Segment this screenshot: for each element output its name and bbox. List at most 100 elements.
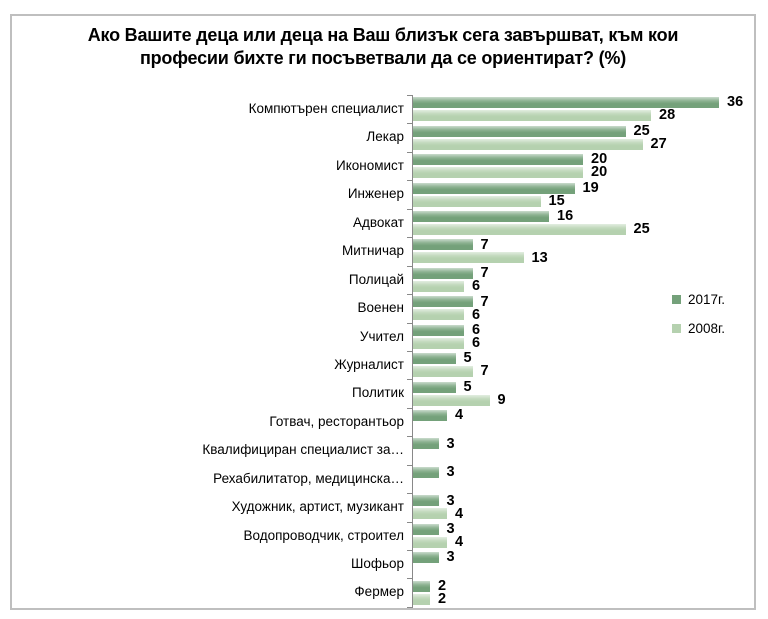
category-label: Икономист <box>336 157 404 173</box>
value-label: 36 <box>727 94 744 111</box>
value-label: 27 <box>650 135 667 152</box>
value-label: 25 <box>633 122 650 139</box>
bar-line-2008: 25 <box>413 222 754 236</box>
value-label: 9 <box>497 391 506 408</box>
value-label: 6 <box>472 334 481 351</box>
bars-area: 36 28 <box>407 94 754 124</box>
bar-line-2008: 15 <box>413 192 754 209</box>
category-label: Квалифициран специалист за… <box>202 442 404 458</box>
bar-2008 <box>413 366 473 378</box>
bar-line-2017: 4 <box>413 408 754 422</box>
bar-2017 <box>413 381 456 393</box>
chart-row: Лекар 25 27 <box>12 122 754 152</box>
bar-2017 <box>413 495 439 507</box>
legend-entry-2008: 2008г. <box>672 321 725 336</box>
bar-line-2017: 6 <box>413 323 754 337</box>
bar-line-2008: 9 <box>413 391 754 408</box>
bar-line-2008: 13 <box>413 251 754 265</box>
bar-line-2017: 3 <box>413 522 754 536</box>
value-label: 7 <box>480 265 489 282</box>
bar-line-2008: 20 <box>413 164 754 181</box>
chart-row: Шофьор 3 <box>12 549 754 579</box>
chart-row: Водопроводчик, строител 3 4 <box>12 521 754 550</box>
chart-row: Рехабилитатор, медицинска… 3 <box>12 464 754 494</box>
value-label: 28 <box>659 107 676 124</box>
bar-line-2017: 3 <box>413 549 754 566</box>
chart-row: Митничар 7 13 <box>12 236 754 266</box>
chart-row: Учител 6 6 <box>12 322 754 351</box>
bar-2008 <box>413 536 447 548</box>
category-label: Рехабилитатор, медицинска… <box>213 470 404 486</box>
category-label: Военен <box>357 300 404 316</box>
value-label: 20 <box>591 151 608 168</box>
bar-line-2008: 4 <box>413 505 754 522</box>
value-label: 5 <box>463 350 472 367</box>
bar-2008 <box>413 167 583 179</box>
bar-line-2008: 28 <box>413 107 754 124</box>
bar-line-2017: 36 <box>413 94 754 111</box>
value-label: 7 <box>480 293 489 310</box>
bar-2017 <box>413 239 473 251</box>
bar-line-2008: 6 <box>413 306 754 323</box>
bar-2008 <box>413 138 643 150</box>
chart-row: Инженер 19 15 <box>12 179 754 209</box>
value-label: 20 <box>591 164 608 181</box>
bar-2017 <box>413 552 439 564</box>
category-label: Лекар <box>366 129 404 145</box>
bar-2008 <box>413 110 651 122</box>
bar-2008 <box>413 280 464 292</box>
bar-line-2008 <box>413 480 754 491</box>
category-label: Фермер <box>354 584 404 600</box>
bar-line-2017: 3 <box>413 492 754 509</box>
value-label: 3 <box>446 492 455 509</box>
value-label: 6 <box>472 306 481 323</box>
legend-swatch-2008 <box>672 324 681 333</box>
chart-row: Фермер 2 2 <box>12 577 754 609</box>
value-label: 3 <box>446 549 455 566</box>
bar-line-2008: 6 <box>413 279 754 293</box>
bar-2017 <box>413 324 464 336</box>
bar-2008 <box>413 508 447 520</box>
bar-2017 <box>413 353 456 365</box>
value-label: 5 <box>463 378 472 395</box>
bar-2017 <box>413 125 626 137</box>
category-label: Водопроводчик, строител <box>243 527 404 543</box>
bar-line-2017: 2 <box>413 577 754 594</box>
bar-2017 <box>413 580 430 592</box>
value-label: 7 <box>480 363 489 380</box>
value-label: 15 <box>548 192 565 209</box>
value-label: 19 <box>582 179 599 196</box>
bar-2017 <box>413 438 439 450</box>
bar-line-2008: 4 <box>413 535 754 549</box>
category-label: Журналист <box>334 356 404 372</box>
bars-area: 7 13 <box>407 236 754 266</box>
bar-2017 <box>413 210 549 222</box>
bar-2008 <box>413 223 626 235</box>
bar-2017 <box>413 154 583 166</box>
legend-label-2017: 2017г. <box>688 292 726 307</box>
legend-entry-2017: 2017г. <box>672 292 725 307</box>
category-label: Митничар <box>341 243 404 259</box>
bars-area: 25 27 <box>407 122 754 152</box>
bar-2017 <box>413 296 473 308</box>
bars-area: 16 25 <box>407 208 754 238</box>
bar-line-2008: 6 <box>413 334 754 351</box>
bar-line-2008 <box>413 451 754 462</box>
value-label: 4 <box>455 505 464 522</box>
chart-row: Квалифициран специалист за… 3 <box>12 436 754 465</box>
value-label: 7 <box>480 236 489 253</box>
chart-row: Художник, артист, музикант 3 4 <box>12 492 754 522</box>
bar-2017 <box>413 97 719 109</box>
bar-line-2008 <box>413 423 754 434</box>
chart-row: Военен 7 6 <box>12 293 754 323</box>
value-label: 16 <box>557 208 574 225</box>
category-label: Учител <box>359 328 404 344</box>
legend-label-2008: 2008г. <box>688 321 726 336</box>
bar-2008 <box>413 195 541 207</box>
value-label: 2 <box>438 577 447 594</box>
category-label: Адвокат <box>352 214 404 230</box>
